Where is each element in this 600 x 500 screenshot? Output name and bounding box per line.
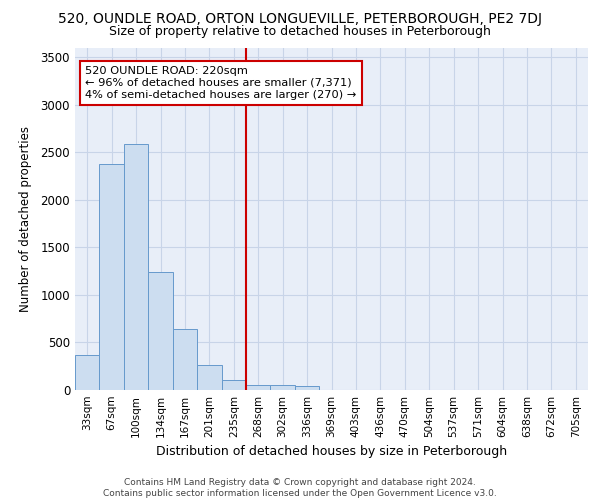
X-axis label: Distribution of detached houses by size in Peterborough: Distribution of detached houses by size …	[156, 446, 507, 458]
Bar	[124, 144, 148, 390]
Bar	[100, 164, 124, 390]
Text: Size of property relative to detached houses in Peterborough: Size of property relative to detached ho…	[109, 25, 491, 38]
Text: 520 OUNDLE ROAD: 220sqm
← 96% of detached houses are smaller (7,371)
4% of semi-: 520 OUNDLE ROAD: 220sqm ← 96% of detache…	[85, 66, 356, 100]
Bar	[246, 385, 271, 390]
Text: Contains HM Land Registry data © Crown copyright and database right 2024.
Contai: Contains HM Land Registry data © Crown c…	[103, 478, 497, 498]
Bar	[148, 272, 173, 390]
Bar	[197, 366, 221, 390]
Text: 520, OUNDLE ROAD, ORTON LONGUEVILLE, PETERBOROUGH, PE2 7DJ: 520, OUNDLE ROAD, ORTON LONGUEVILLE, PET…	[58, 12, 542, 26]
Bar	[295, 386, 319, 390]
Bar	[75, 355, 100, 390]
Y-axis label: Number of detached properties: Number of detached properties	[19, 126, 32, 312]
Bar	[173, 329, 197, 390]
Bar	[271, 385, 295, 390]
Bar	[221, 380, 246, 390]
